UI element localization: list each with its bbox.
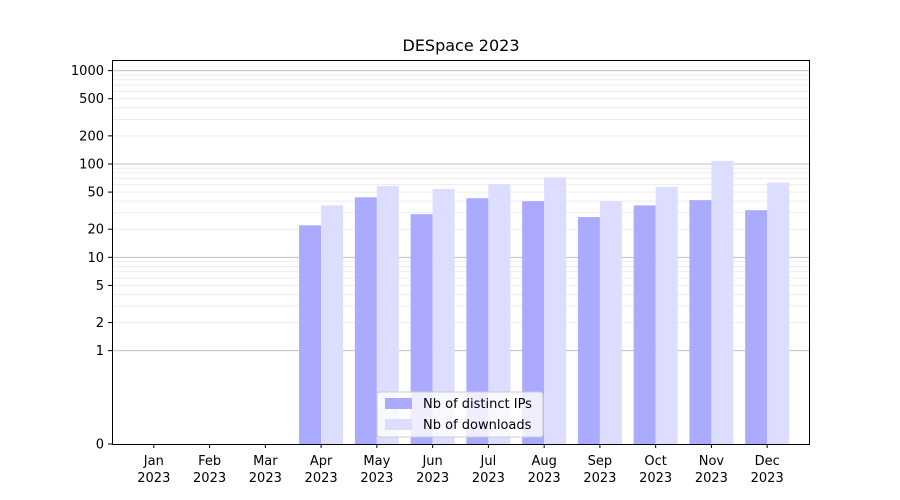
y-axis: 0 1 2 5 10 20 50 100 200 500 1000 (71, 64, 112, 453)
y-tick-label: 200 (79, 129, 104, 144)
x-tick-label-month: Dec (755, 454, 780, 469)
plot-frame (112, 60, 810, 445)
x-tick-label-month: Aug (531, 454, 556, 469)
x-tick-label-month: Nov (699, 454, 725, 469)
bar-distinct-ips (633, 205, 656, 444)
bar-downloads (376, 186, 399, 444)
legend: Nb of distinct IPs Nb of downloads (376, 391, 544, 438)
x-tick-label-month: Jan (143, 454, 164, 469)
x-tick-label-month: Jun (421, 454, 442, 469)
y-tick-label: 500 (79, 92, 104, 107)
bar-downloads (432, 188, 455, 444)
y-tick-label: 50 (87, 186, 104, 201)
x-tick-label-year: 2023 (360, 471, 393, 486)
y-tick-label: 1 (96, 344, 104, 359)
bar-distinct-ips (410, 214, 433, 444)
bar-distinct-ips (745, 210, 768, 444)
y-tick-label: 2 (96, 316, 104, 331)
x-tick-label-year: 2023 (583, 471, 616, 486)
x-tick-label-month: May (363, 454, 390, 469)
x-tick-label-year: 2023 (528, 471, 561, 486)
bar-downloads (544, 177, 567, 444)
x-tick-label-year: 2023 (249, 471, 282, 486)
x-tick-label-month: Feb (198, 454, 221, 469)
x-tick-label-year: 2023 (695, 471, 728, 486)
bar-distinct-ips (689, 200, 712, 444)
x-axis: Jan 2023 Feb 2023 Mar 2023 Apr 2023 May 2023 Jun 20… (137, 444, 784, 486)
legend-label-distinct-ips: Nb of distinct IPs (423, 397, 532, 412)
grid-lines (112, 70, 809, 352)
x-tick-label-year: 2023 (472, 471, 505, 486)
bar-distinct-ips (577, 217, 600, 444)
bar-downloads (599, 201, 622, 444)
bar-downloads (321, 205, 344, 444)
y-tick-label: 1000 (71, 64, 104, 79)
bar-downloads (767, 182, 790, 444)
x-tick-label-month: Oct (644, 454, 666, 469)
x-tick-label-year: 2023 (639, 471, 672, 486)
x-tick-label-year: 2023 (416, 471, 449, 486)
bar-downloads (488, 184, 511, 444)
bar-distinct-ips (522, 201, 545, 444)
bar-distinct-ips (299, 225, 322, 444)
x-tick-label-month: Jul (480, 454, 497, 469)
bars (299, 160, 790, 445)
x-tick-label-month: Apr (310, 454, 333, 469)
y-tick-label: 0 (96, 438, 104, 453)
x-tick-label-year: 2023 (137, 471, 170, 486)
x-tick-label-year: 2023 (193, 471, 226, 486)
legend-box (376, 391, 544, 438)
y-tick-label: 5 (96, 279, 104, 294)
bar-distinct-ips (466, 198, 489, 444)
x-tick-label-year: 2023 (305, 471, 338, 486)
y-tick-label: 20 (87, 223, 104, 238)
chart-title: DESpace 2023 (403, 36, 520, 55)
legend-swatch-downloads (385, 419, 412, 430)
bar-downloads (655, 186, 678, 444)
x-tick-label-month: Mar (253, 454, 278, 469)
x-tick-label-month: Sep (588, 454, 613, 469)
x-tick-label-year: 2023 (751, 471, 784, 486)
y-tick-label: 10 (87, 251, 104, 266)
bar-distinct-ips (354, 197, 377, 444)
legend-swatch-distinct-ips (385, 398, 412, 409)
bar-downloads (711, 160, 734, 445)
y-tick-label: 100 (79, 157, 104, 172)
legend-label-downloads: Nb of downloads (423, 418, 532, 433)
